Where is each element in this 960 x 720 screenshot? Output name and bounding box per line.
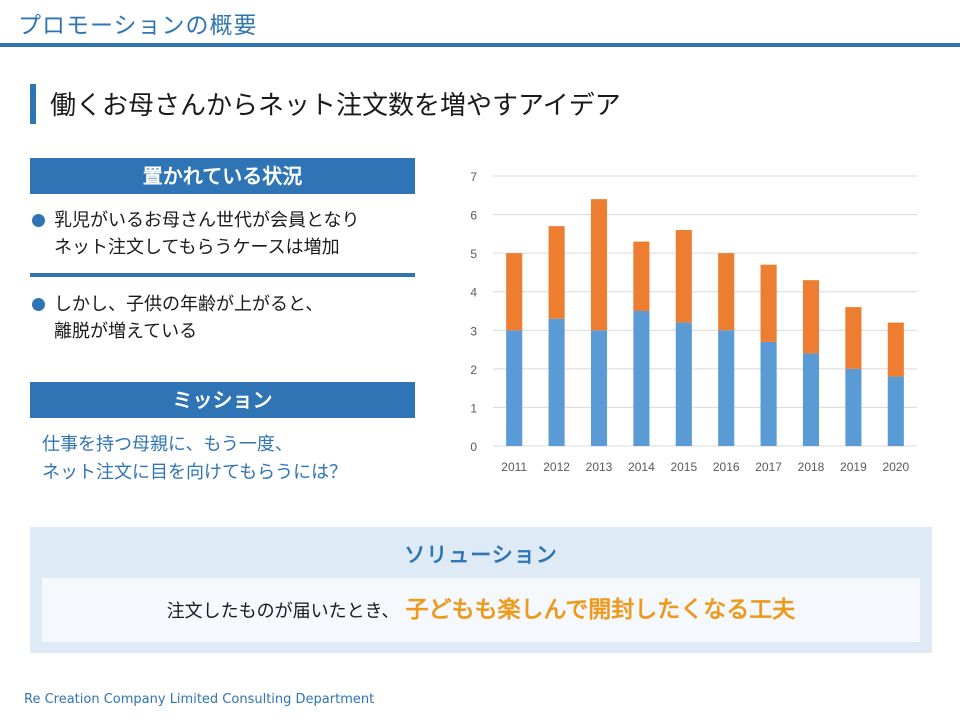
x-tick-label: 2016 [713, 460, 740, 474]
bar-2020-series-1 [887, 376, 904, 446]
bullet-dot-icon [32, 298, 45, 311]
x-tick-label: 2012 [543, 460, 570, 474]
page-title: プロモーションの概要 [18, 13, 258, 39]
bar-2019-series-2 [845, 307, 862, 369]
solution-statement: 注文したものが届いたとき、 子どもも楽しんで開封したくなる工夫 [42, 578, 920, 642]
x-tick-label: 2013 [586, 460, 613, 474]
y-tick-label: 2 [470, 363, 477, 377]
bar-2011-series-2 [506, 253, 523, 331]
bar-2017-series-1 [760, 341, 777, 446]
bar-2014-series-2 [633, 241, 650, 311]
solution-highlight: 子どもも楽しんで開封したくなる工夫 [405, 597, 796, 623]
y-tick-label: 5 [470, 247, 477, 261]
x-tick-label: 2018 [798, 460, 825, 474]
situation-header: 置かれている状況 [30, 158, 415, 194]
y-tick-label: 6 [470, 209, 477, 223]
bar-2014-series-1 [633, 311, 650, 446]
bar-2018-series-1 [802, 353, 820, 446]
y-tick-label: 4 [470, 286, 477, 300]
bar-2020-series-2 [887, 322, 904, 377]
bar-2016-series-1 [718, 330, 735, 446]
y-tick-label: 1 [470, 401, 477, 415]
x-tick-label: 2011 [501, 460, 527, 474]
bar-2018-series-2 [802, 280, 820, 354]
solution-box: ソリューション 注文したものが届いたとき、 子どもも楽しんで開封したくなる工夫 [30, 527, 932, 653]
headline: 働くお母さんからネット注文数を増やすアイデア [50, 91, 621, 121]
bar-2019-series-1 [845, 368, 862, 446]
x-tick-label: 2015 [670, 460, 697, 474]
situation-bullet-2-text: しかし、子供の年齢が上がると、 離脱が増えている [54, 294, 324, 342]
bar-2012-series-2 [548, 226, 565, 319]
x-tick-label: 2014 [628, 460, 655, 474]
situation-bullet-2: しかし、子供の年齢が上がると、 離脱が増えている [30, 291, 420, 345]
solution-title: ソリューション [404, 543, 558, 567]
mission-header: ミッション [30, 382, 415, 418]
y-tick-label: 0 [470, 440, 477, 454]
headline-accent-bar [30, 84, 36, 124]
y-tick-label: 7 [470, 170, 477, 184]
bar-2013-series-1 [590, 330, 608, 446]
stacked-bar-chart: 0 1 2 3 4 5 6 7 2011 2012 2013 2014 2015 2016 2017 2018… [470, 170, 917, 474]
x-tick-label: 2020 [882, 460, 909, 474]
solution-lead: 注文したものが届いたとき、 [166, 601, 400, 622]
title-rule [0, 43, 960, 47]
mission-text: 仕事を持つ母親に、もう一度、 ネット注文に目を向けてもらうには？ [42, 434, 348, 483]
bullet-dot-icon [32, 214, 45, 227]
x-tick-label: 2019 [840, 460, 867, 474]
y-tick-label: 3 [470, 324, 477, 338]
bar-2015-series-2 [675, 230, 692, 323]
bar-2016-series-2 [718, 253, 735, 331]
bar-2011-series-1 [506, 330, 523, 446]
situation-bullet-1: 乳児がいるお母さん世代が会員となり ネット注文してもらうケースは増加 [30, 207, 420, 261]
bar-2012-series-1 [548, 318, 565, 446]
bar-2015-series-1 [675, 322, 692, 446]
situation-divider [30, 273, 415, 277]
footer-company: Re Creation Company Limited Consulting D… [24, 692, 375, 707]
bar-2017-series-2 [760, 264, 777, 342]
situation-bullet-1-text: 乳児がいるお母さん世代が会員となり ネット注文してもらうケースは増加 [54, 210, 360, 258]
x-tick-label: 2017 [755, 460, 782, 474]
bar-2013-series-2 [590, 199, 608, 331]
